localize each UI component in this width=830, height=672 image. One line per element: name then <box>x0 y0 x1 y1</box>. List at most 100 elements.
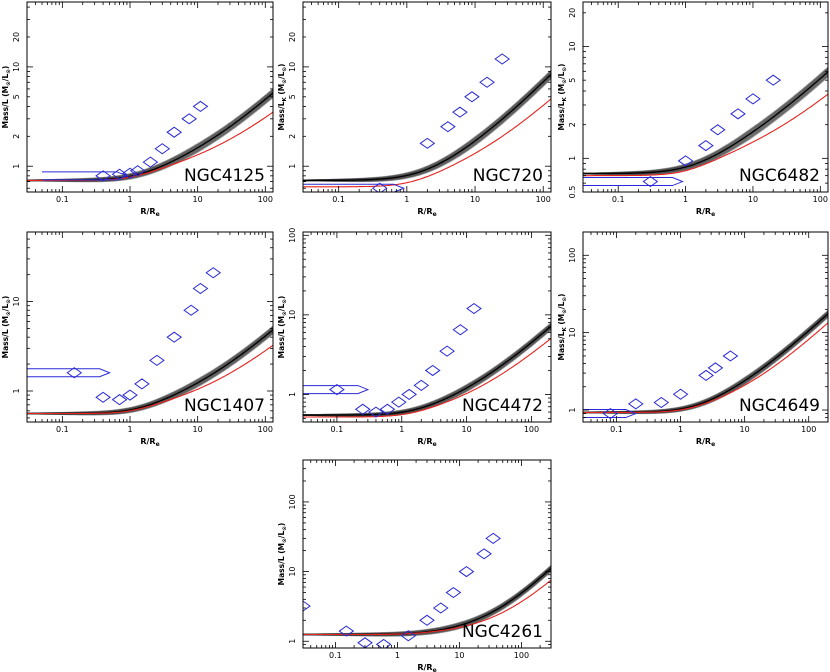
data-point <box>672 388 689 400</box>
data-point <box>357 637 373 648</box>
alternate-model-line <box>27 344 273 415</box>
data-point <box>458 565 475 578</box>
y-axis: 1 10 100 <box>288 228 551 419</box>
envelope-strand <box>303 565 551 636</box>
y-tick-label: 10 <box>288 310 297 320</box>
plot-area <box>303 532 551 648</box>
x-tick-label: 0.1 <box>610 425 623 434</box>
y-axis-label: Mass/L (M⊙/L⊙) <box>277 523 288 586</box>
data-point <box>400 630 417 642</box>
y-tick-label: 1 <box>12 164 21 169</box>
x-axis-label: R/Re <box>696 437 715 448</box>
y-axis-label: Mass/LK (M⊙/L⊙) <box>557 294 568 361</box>
y-tick-label: 10 <box>568 328 577 338</box>
x-tick-label: 100 <box>258 195 273 204</box>
x-tick-label: 0.1 <box>332 195 345 204</box>
data-point <box>419 614 435 626</box>
data-point <box>354 403 371 415</box>
x-tick-label: 1 <box>395 651 400 660</box>
y-tick-label: 10 <box>288 62 297 72</box>
data-point <box>452 324 469 336</box>
envelope-strand <box>27 96 273 183</box>
x-axis-label-sub: e <box>433 667 437 672</box>
x-axis: 0.1 1 10 100 <box>582 232 829 434</box>
envelope-strand <box>303 78 551 183</box>
x-tick-label: 10 <box>748 195 758 204</box>
y-axis: 0.5 1 2 5 10 20 <box>568 8 828 198</box>
data-point <box>445 586 462 599</box>
data-point <box>627 398 644 410</box>
envelope-strand <box>303 69 551 182</box>
panel-title: NGC720 <box>473 166 543 186</box>
panel-ngc4472: 0.1 1 10 100 1 10 100 R/Re Mass/L (M⊙/L⊙) NGC4472 <box>277 228 552 448</box>
data-point <box>134 378 150 390</box>
data-point <box>166 126 183 138</box>
panel-ngc4125: 0.1 1 10 100 1 2 5 10 20 R/Re Mass/L (M⊙/L⊙) NGC412… <box>1 1 274 218</box>
uncertainty-envelope <box>303 69 551 183</box>
x-axis-label: R/Re <box>140 207 159 218</box>
x-tick-label: 1 <box>404 195 409 204</box>
x-tick-label: 10 <box>740 425 750 434</box>
x-axis-label-sub: e <box>156 441 160 448</box>
data-point-error <box>27 368 111 378</box>
data-point <box>166 331 183 343</box>
panel-ngc720: 0.1 1 10 100 1 2 5 10 20 R/Re Mass/LK (M⊙/L⊙) NGC72… <box>277 1 552 218</box>
y-axis: 1 10 <box>12 231 273 419</box>
data-point <box>66 367 83 379</box>
y-tick-label: 1 <box>568 156 577 161</box>
data-point <box>122 389 138 401</box>
data-point <box>765 74 782 86</box>
x-axis-label-sub: e <box>711 441 715 448</box>
envelope-strand <box>303 322 551 416</box>
data-point <box>192 282 209 295</box>
data-point <box>698 139 714 152</box>
y-tick-label: 10 <box>12 62 21 72</box>
envelope-strand <box>303 72 551 182</box>
envelope-strand <box>303 70 551 182</box>
envelope-strand <box>303 76 551 182</box>
panel-title: NGC4261 <box>462 622 543 642</box>
plot-area <box>27 88 273 183</box>
data-point <box>476 548 492 560</box>
x-tick-label: 1 <box>683 195 688 204</box>
x-tick-label: 100 <box>258 425 273 434</box>
envelope-strand <box>583 310 828 414</box>
panel-frame <box>26 1 274 193</box>
y-axis-label: Mass/L (M⊙/L⊙) <box>1 296 12 359</box>
y-axis: 1 10 100 <box>568 231 828 423</box>
panel-frame <box>302 1 552 193</box>
x-tick-label: 100 <box>813 195 828 204</box>
data-point <box>95 391 111 403</box>
panel-title: NGC4649 <box>739 396 820 416</box>
y-tick-label: 20 <box>568 8 577 18</box>
y-tick-label: 10 <box>568 41 577 51</box>
x-tick-label: 0.1 <box>612 195 625 204</box>
y-tick-label: 100 <box>288 494 297 509</box>
alternate-model-line <box>583 322 828 414</box>
data-point <box>338 625 355 637</box>
data-point <box>111 168 128 180</box>
data-point <box>95 170 111 182</box>
y-tick-label: 100 <box>568 248 577 263</box>
data-point <box>129 165 146 177</box>
panel-ngc1407: 0.1 1 10 100 1 10 R/Re Mass/L (M⊙/L⊙) NGC1407 <box>1 231 274 448</box>
y-tick-label: 2 <box>568 122 577 127</box>
y-tick-label: 100 <box>288 228 297 243</box>
data-point <box>181 113 198 125</box>
x-axis: 0.1 1 10 100 <box>302 232 552 434</box>
data-point <box>149 354 165 366</box>
envelope-strand <box>303 73 551 182</box>
x-tick-label: 0.1 <box>329 651 342 660</box>
y-tick-label: 2 <box>288 134 297 139</box>
alternate-model-line <box>303 98 551 188</box>
x-axis: 0.1 1 10 100 <box>26 2 273 204</box>
alternate-model-line <box>583 93 828 177</box>
data-point <box>440 121 456 133</box>
data-point <box>183 304 199 316</box>
envelope-strand <box>583 74 828 175</box>
envelope-strand <box>27 95 273 182</box>
data-point <box>485 532 502 544</box>
y-axis-label: Mass/LK (M⊙/L⊙) <box>277 64 288 131</box>
data-point <box>192 100 209 113</box>
